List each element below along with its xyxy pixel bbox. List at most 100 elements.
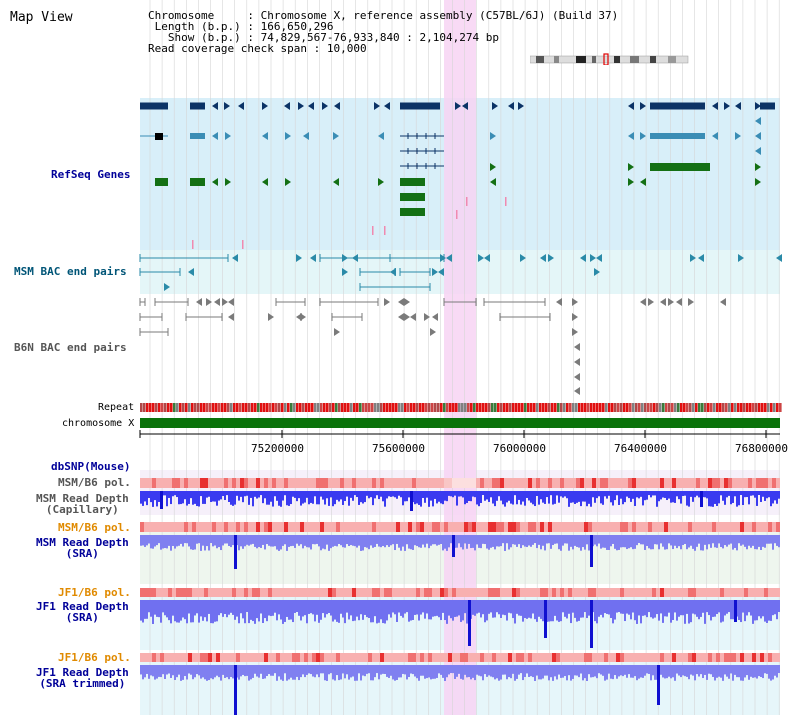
- track-label-msm-bac[interactable]: MSM BAC end pairs: [14, 265, 127, 278]
- depth-bar: [698, 600, 700, 620]
- track-label-msm-pol-2[interactable]: MSM/B6 pol.: [58, 521, 131, 534]
- pol-block: [504, 653, 508, 662]
- repeat-block: [311, 403, 314, 412]
- depth-bar: [650, 600, 652, 618]
- pol-block: [320, 522, 324, 532]
- depth-bar: [766, 491, 768, 499]
- depth-bar: [286, 491, 288, 506]
- repeat-block: [140, 403, 143, 412]
- pol-block: [536, 522, 540, 532]
- pol-block: [196, 522, 200, 532]
- pol-block: [388, 588, 392, 597]
- gene-arrow: [378, 178, 384, 186]
- depth-bar: [480, 665, 482, 677]
- depth-bar: [154, 665, 156, 680]
- depth-bar: [316, 600, 318, 615]
- repeat-block: [365, 403, 368, 412]
- pol-block: [156, 653, 160, 662]
- depth-bar: [636, 535, 638, 546]
- depth-bar: [296, 600, 298, 613]
- depth-bar: [696, 535, 698, 547]
- depth-bar: [638, 600, 640, 616]
- depth-bar: [478, 535, 480, 548]
- depth-bar: [536, 535, 538, 549]
- pol-block: [336, 522, 340, 532]
- depth-bar: [682, 600, 684, 616]
- pol-block: [636, 522, 640, 532]
- depth-bar: [634, 491, 636, 506]
- chromosome-ideogram[interactable]: [530, 53, 690, 65]
- depth-bar: [708, 491, 710, 507]
- track-label-msm-pol-1[interactable]: MSM/B6 pol.: [58, 476, 131, 489]
- depth-bar: [180, 491, 182, 505]
- pol-block: [764, 653, 768, 662]
- depth-bar: [240, 665, 242, 677]
- track-label-msm-depth-sra[interactable]: MSM Read Depth (SRA): [36, 536, 129, 560]
- depth-bar: [588, 665, 590, 675]
- pol-block: [492, 522, 496, 532]
- repeat-block: [284, 403, 287, 412]
- depth-bar: [766, 600, 768, 623]
- repeat-block: [296, 403, 299, 412]
- depth-bar: [596, 665, 598, 679]
- depth-bar: [272, 491, 274, 507]
- depth-bar: [168, 600, 170, 621]
- depth-bar: [298, 491, 300, 499]
- gene-arrow: [478, 254, 484, 262]
- pol-block: [380, 478, 384, 488]
- pol-block: [572, 478, 576, 488]
- track-label-msm-depth-capillary[interactable]: MSM Read Depth (Capillary): [36, 492, 129, 516]
- pol-block: [216, 588, 220, 597]
- depth-bar: [202, 665, 204, 678]
- axis-tick-5: 76800000: [735, 442, 788, 455]
- depth-bar: [724, 535, 726, 546]
- depth-bar: [734, 491, 736, 497]
- depth-bar: [238, 535, 240, 551]
- depth-bar: [300, 535, 302, 545]
- depth-bar: [494, 491, 496, 507]
- depth-bar: [424, 665, 426, 679]
- depth-bar: [466, 535, 468, 549]
- depth-bar: [240, 491, 242, 497]
- depth-bar: [194, 665, 196, 678]
- depth-bar: [228, 491, 230, 502]
- pol-block: [216, 478, 220, 488]
- track-label-jf1-depth-trimmed[interactable]: JF1 Read Depth (SRA trimmed): [36, 666, 129, 690]
- depth-bar: [148, 665, 150, 679]
- depth-bar: [524, 665, 526, 677]
- repeat-block: [389, 403, 392, 412]
- depth-bar: [328, 535, 330, 551]
- pol-block: [768, 478, 772, 488]
- repeat-block: [722, 403, 725, 412]
- track-label-jf1-depth-sra[interactable]: JF1 Read Depth (SRA): [36, 600, 129, 624]
- depth-bar: [200, 600, 202, 617]
- pol-block: [352, 522, 356, 532]
- track-label-jf1-pol-1[interactable]: JF1/B6 pol.: [58, 586, 131, 599]
- depth-bar: [778, 535, 780, 548]
- depth-bar: [732, 665, 734, 681]
- track-label-refseq-genes[interactable]: RefSeq Genes: [51, 168, 131, 181]
- pol-block: [700, 588, 704, 597]
- depth-bar: [648, 600, 650, 613]
- pol-block: [612, 478, 616, 488]
- depth-bar: [506, 665, 508, 680]
- track-label-dbsnp[interactable]: dbSNP(Mouse): [51, 460, 131, 473]
- track-label-b6n-bac[interactable]: B6N BAC end pairs: [14, 341, 127, 354]
- pol-block: [228, 522, 232, 532]
- pol-block: [468, 522, 472, 532]
- depth-bar: [382, 535, 384, 546]
- depth-bar: [664, 665, 666, 679]
- depth-bar: [702, 535, 704, 551]
- pol-block: [692, 478, 696, 488]
- pol-block: [596, 478, 600, 488]
- pol-block: [368, 588, 372, 597]
- depth-bar: [356, 491, 358, 498]
- depth-bar: [532, 491, 534, 505]
- depth-bar: [470, 491, 472, 502]
- pol-block: [168, 588, 172, 597]
- gene-arrow: [225, 132, 231, 140]
- depth-bar: [492, 535, 494, 547]
- depth-bar: [742, 491, 744, 506]
- track-label-jf1-pol-2[interactable]: JF1/B6 pol.: [58, 651, 131, 664]
